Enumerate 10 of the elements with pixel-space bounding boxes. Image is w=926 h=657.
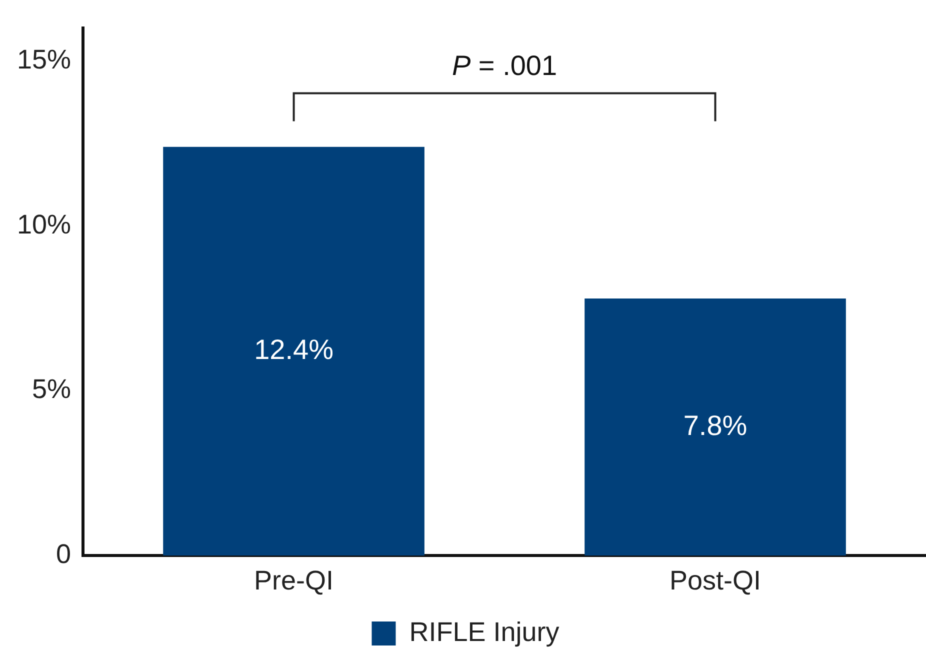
legend-label: RIFLE Injury <box>409 616 560 647</box>
annotation: P = .001 <box>452 50 558 82</box>
y-tick-label: 15% <box>16 44 72 75</box>
x-tick-label: Post-QI <box>669 565 762 596</box>
text: 7.8% <box>683 410 748 441</box>
y-tick-label: 10% <box>16 209 72 240</box>
text: 12.4% <box>254 334 334 365</box>
y-tick-label: 5% <box>32 374 72 404</box>
y-tick-label: 0 <box>56 539 72 570</box>
x-tick-label: Pre-QI <box>254 565 334 596</box>
